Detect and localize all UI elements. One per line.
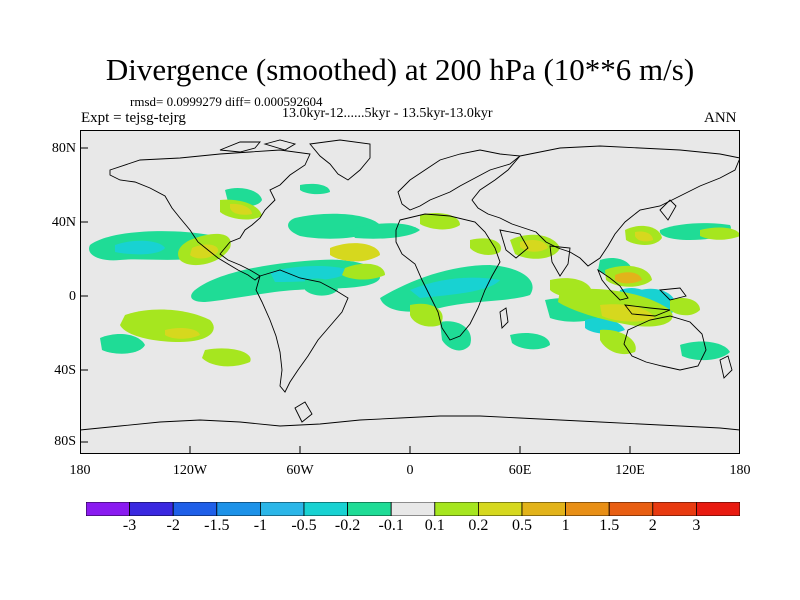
lat-label-40n: 40N bbox=[51, 215, 76, 230]
divergence-map bbox=[80, 130, 740, 454]
colorbar-box bbox=[521, 502, 566, 516]
lat-label-80s: 80S bbox=[54, 434, 76, 449]
lat-label-80n: 80N bbox=[51, 141, 76, 156]
colorbar-box bbox=[696, 502, 740, 516]
colorbar-label: 1.5 bbox=[599, 517, 620, 534]
tick-marks bbox=[80, 147, 631, 454]
contour-fills bbox=[89, 183, 740, 367]
plot-title: Divergence (smoothed) at 200 hPa (10**6 … bbox=[105, 52, 695, 87]
lon-label-180w: 180 bbox=[69, 463, 91, 478]
colorbar bbox=[86, 502, 740, 516]
colorbar-box bbox=[172, 502, 218, 516]
colorbar-box bbox=[608, 502, 654, 516]
colorbar-label: 3 bbox=[692, 517, 701, 534]
colorbar-box bbox=[259, 502, 305, 516]
lon-label-60w: 60W bbox=[286, 463, 314, 478]
lon-label-60e: 60E bbox=[508, 463, 532, 478]
colorbar-label: 0.2 bbox=[468, 517, 489, 534]
colorbar-box bbox=[303, 502, 348, 516]
colorbar-label: -0.5 bbox=[291, 517, 317, 534]
colorbar-label: 2 bbox=[648, 517, 657, 534]
coastlines bbox=[80, 139, 740, 431]
colorbar-box bbox=[652, 502, 697, 516]
colorbar-label: -1 bbox=[253, 517, 268, 534]
colorbar-box bbox=[129, 502, 174, 516]
colorbar-box bbox=[390, 502, 436, 516]
lon-label-180e: 180 bbox=[729, 463, 751, 478]
lon-label-120e: 120E bbox=[615, 463, 645, 478]
colorbar-box bbox=[434, 502, 479, 516]
colorbar-box bbox=[86, 502, 130, 516]
period-label: 13.0kyr-12......5kyr - 13.5kyr-13.0kyr bbox=[282, 106, 493, 121]
colorbar-box bbox=[216, 502, 261, 516]
stats-text: rmsd= 0.0999279 diff= 0.000592604 bbox=[130, 94, 323, 109]
lon-label-120w: 120W bbox=[172, 463, 208, 478]
colorbar-label: -3 bbox=[122, 517, 137, 534]
colorbar-box bbox=[565, 502, 610, 516]
lon-label-0: 0 bbox=[406, 463, 414, 478]
lat-label-0: 0 bbox=[69, 289, 76, 304]
colorbar-label: -2 bbox=[166, 517, 180, 534]
colorbar-label: -0.1 bbox=[378, 517, 404, 534]
lat-label-40s: 40S bbox=[54, 363, 76, 378]
colorbar-label: -1.5 bbox=[204, 517, 230, 534]
colorbar-label: 0.5 bbox=[512, 517, 532, 534]
colorbar-box bbox=[477, 502, 523, 516]
colorbar-box bbox=[347, 502, 392, 516]
colorbar-label: 1 bbox=[561, 517, 570, 534]
experiment-label: Expt = tejsg-tejrg bbox=[81, 110, 186, 126]
season-label: ANN bbox=[704, 110, 737, 126]
colorbar-label: -0.2 bbox=[334, 517, 361, 534]
colorbar-label: 0.1 bbox=[424, 517, 445, 534]
